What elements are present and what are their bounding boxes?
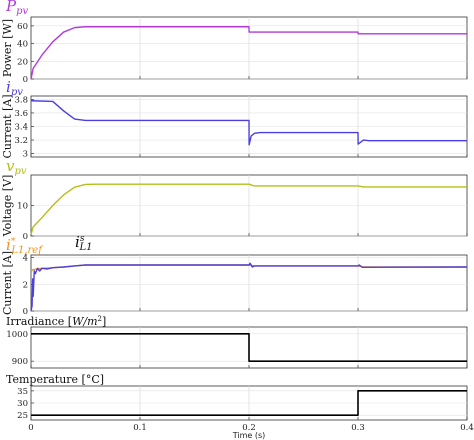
series-line-1 [31, 333, 467, 362]
x-tick-label: 0 [28, 423, 33, 433]
title-part: i [6, 236, 11, 254]
title-part: s [80, 234, 85, 244]
series-line-2 [30, 262, 468, 312]
panel-title: ipv [6, 78, 23, 98]
panel-title: Ppv [5, 0, 28, 17]
title-part: Irradiance [ [6, 315, 72, 328]
y-tick-label: 3 [23, 150, 28, 160]
panel-5: 900 1000 Irradiance [W/m2] [6, 315, 468, 369]
y-tick-label: 3.8 [14, 95, 28, 105]
title-part: pv [14, 166, 26, 177]
y-tick-label: 10 [17, 202, 28, 212]
title-part: i [6, 78, 11, 96]
panel-title: vpv [6, 157, 27, 177]
x-tick-label: 0.1 [133, 423, 147, 433]
y-tick-label: 3.4 [14, 123, 28, 133]
title-part: L1,ref [10, 245, 44, 256]
series-line-1 [30, 100, 467, 146]
title-part: P [5, 0, 17, 15]
series-line-1 [30, 26, 467, 80]
series-line-1 [31, 390, 467, 416]
x-tick-label: 0.3 [351, 423, 365, 433]
y-tick-label: 35 [17, 387, 28, 397]
series-line-1 [30, 183, 467, 235]
y-tick-label: 25 [17, 411, 28, 421]
y-tick-label: 60 [17, 22, 28, 32]
y-axis-label: Power [W] [1, 19, 14, 77]
y-tick-label: 3.6 [14, 109, 28, 119]
y-axis-label: Current [A] [1, 94, 14, 158]
x-tick-label: 0.4 [460, 423, 474, 433]
title-part: * [11, 237, 16, 247]
y-tick-label: 30 [17, 399, 28, 409]
title-part: pv [11, 87, 23, 98]
x-tick-label: 0.2 [242, 423, 256, 433]
panel-title: Irradiance [W/m2] [6, 315, 106, 328]
title-part: W/m [72, 315, 97, 328]
y-tick-label: 2 [23, 280, 28, 290]
panel-title: Temperature [°C] [6, 373, 104, 386]
y-tick-label: 0 [23, 307, 28, 317]
title-part: 2 [98, 315, 102, 323]
y-tick-label: 40 [17, 40, 28, 50]
y-axis-label: Voltage [V] [1, 175, 14, 238]
y-tick-label: 900 [12, 357, 28, 367]
y-tick-label: 4 [23, 254, 28, 264]
y-tick-label: 3.2 [14, 136, 28, 146]
title-part: ] [102, 315, 106, 328]
title-part: L1 [78, 242, 92, 253]
y-tick-label: 0 [23, 75, 28, 85]
title-part: pv [16, 6, 28, 17]
panel-title-second: is L1 [75, 233, 92, 253]
x-axis-label: Time (s) [232, 431, 266, 440]
title-part: i [75, 233, 80, 251]
y-tick-label: 1000 [6, 330, 28, 340]
y-tick-label: 20 [17, 57, 28, 67]
panel-title: i* L1,ref [6, 236, 44, 256]
y-axis-label: Current [A] [1, 251, 14, 315]
y-tick-label: 0 [23, 232, 28, 242]
title-part: v [6, 157, 15, 175]
